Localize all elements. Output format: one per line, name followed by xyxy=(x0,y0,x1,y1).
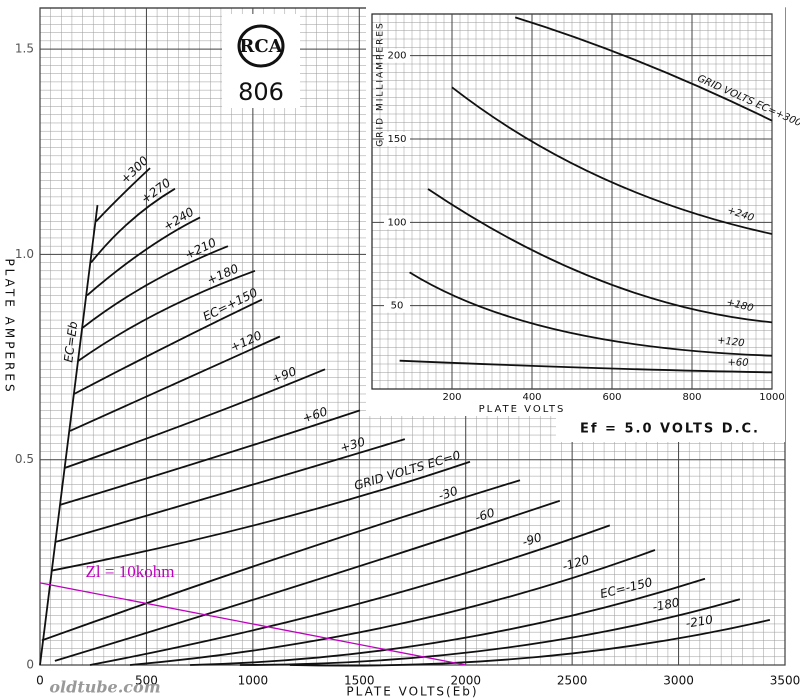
curve-label: +60 xyxy=(727,357,748,369)
inset-background xyxy=(366,6,785,416)
y-axis-label: GRID MILLIAMPERES xyxy=(376,21,386,146)
curve xyxy=(129,549,656,666)
curve xyxy=(39,204,99,666)
tick-label-bg xyxy=(384,48,410,63)
logo-ring xyxy=(237,24,285,68)
logo-box xyxy=(222,14,300,108)
curve xyxy=(89,524,611,666)
x-axis-label: PLATE VOLTS xyxy=(479,404,566,415)
curve-label: +120 xyxy=(716,335,745,349)
curve xyxy=(55,438,406,543)
y-tick-label: 0.5 xyxy=(15,452,34,466)
curve xyxy=(86,216,201,297)
watermark: oldtube.com xyxy=(49,678,160,697)
x-tick-label: 3000 xyxy=(663,674,694,688)
y-tick-label: 1.5 xyxy=(15,42,34,56)
x-tick-label: 1000 xyxy=(759,392,784,403)
curve xyxy=(90,187,176,264)
curve xyxy=(239,598,741,666)
curve-label: -30 xyxy=(437,484,460,503)
curve xyxy=(190,577,706,666)
curve xyxy=(41,479,521,642)
x-tick-label: 3500 xyxy=(770,674,800,688)
logo: RCA xyxy=(239,36,283,57)
curve xyxy=(64,368,326,469)
y-tick-label: 150 xyxy=(387,134,406,145)
y-tick-label: 0 xyxy=(26,658,34,672)
tick-label-bg xyxy=(384,132,410,146)
curve xyxy=(73,298,263,395)
x-tick-label: 500 xyxy=(135,674,158,688)
curve xyxy=(77,269,256,362)
x-tick-label: 1500 xyxy=(344,674,375,688)
y-tick-label: 1.0 xyxy=(15,247,34,261)
curve xyxy=(51,460,471,572)
curve-label: -90 xyxy=(521,530,544,549)
curve xyxy=(59,409,361,506)
curve-label: EC=Eb xyxy=(61,320,80,363)
tick-label-bg xyxy=(384,215,410,230)
curve xyxy=(54,499,561,662)
tube-type: 806 xyxy=(238,78,284,106)
x-tick-label: 1000 xyxy=(238,674,269,688)
curve-label: Zl = 10kohm xyxy=(86,562,175,581)
note-box xyxy=(556,416,785,442)
x-tick-label: 200 xyxy=(442,392,461,403)
x-tick-label: 600 xyxy=(602,392,621,403)
curve xyxy=(39,582,466,666)
curve-label: -210 xyxy=(685,612,714,630)
y-tick-label: 100 xyxy=(387,217,406,228)
curve xyxy=(399,359,773,374)
y-tick-label: 50 xyxy=(391,301,404,312)
curve xyxy=(95,167,151,223)
curve xyxy=(69,335,281,432)
curve-label: -60 xyxy=(473,505,496,524)
curve xyxy=(514,16,773,122)
note: Ef = 5.0 VOLTS D.C. xyxy=(580,422,760,437)
x-tick-label: 0 xyxy=(36,674,44,688)
curve xyxy=(409,271,773,357)
x-tick-label: 800 xyxy=(682,392,701,403)
curve-label: -180 xyxy=(651,595,681,614)
curve xyxy=(81,245,229,329)
curve xyxy=(289,618,771,667)
y-tick-label: 200 xyxy=(387,51,406,62)
x-tick-label: 2000 xyxy=(450,674,481,688)
curve xyxy=(427,188,773,324)
tick-label-bg xyxy=(384,298,410,313)
curve xyxy=(451,86,773,235)
x-tick-label: 400 xyxy=(522,392,541,403)
x-axis-label: PLATE VOLTS(Eb) xyxy=(346,685,478,699)
y-axis-label: PLATE AMPERES xyxy=(3,258,17,394)
x-tick-label: 2500 xyxy=(557,674,588,688)
